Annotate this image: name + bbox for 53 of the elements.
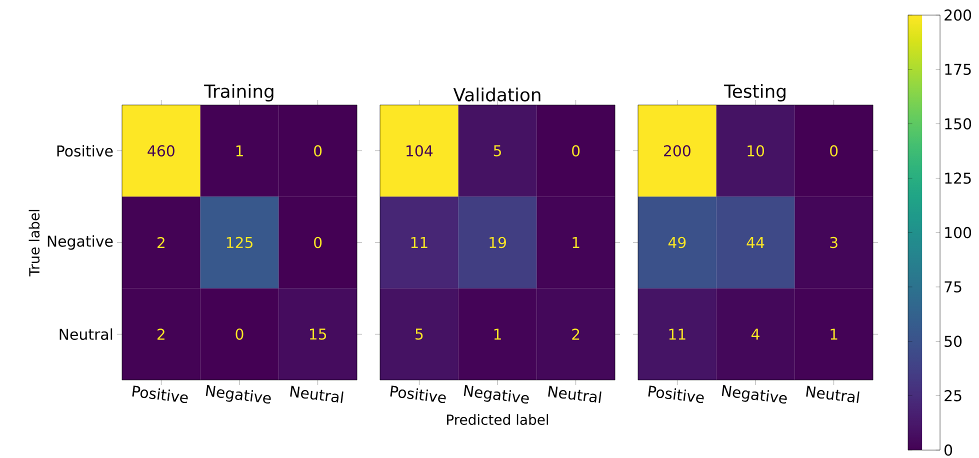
x-tick-label: Negative (464, 385, 529, 404)
data-label: 4 (751, 328, 760, 340)
data-label: 2 (572, 328, 580, 340)
color-bar-label: 50 (944, 336, 962, 347)
color-bar-label: 25 (944, 390, 962, 402)
chart-title: Testing (724, 84, 786, 102)
data-label: 1 (572, 237, 580, 248)
y-tick-label: Positive (57, 145, 113, 157)
x-tick-label: Neutral (806, 386, 860, 403)
color-bar-label: 200 (944, 9, 972, 21)
x-axis-title: Predicted label (447, 414, 548, 425)
x-tick-label: Positive (648, 386, 704, 404)
data-label: 0 (236, 328, 244, 340)
data-label: 19 (490, 236, 506, 248)
data-label: 1 (830, 328, 838, 340)
chart-title: Validation (453, 88, 540, 102)
data-label: 200 (664, 145, 690, 156)
data-label: 10 (748, 145, 764, 156)
y-tick-label: Negative (48, 235, 113, 250)
color-bar-label: 175 (945, 64, 971, 75)
data-label: 125 (226, 236, 252, 248)
data-label: 460 (148, 145, 174, 156)
data-label: 0 (572, 145, 580, 156)
data-label: 5 (494, 145, 501, 156)
color-bar-label: 100 (945, 226, 972, 238)
data-label: 2 (158, 236, 164, 248)
data-label: 2 (158, 328, 164, 340)
x-tick-label: Negative (722, 385, 787, 404)
x-tick-label: Neutral (548, 386, 602, 403)
x-tick-label: Neutral (290, 386, 344, 403)
data-label: 104 (406, 145, 433, 156)
x-tick-label: Negative (206, 385, 271, 404)
color-bar-label: 0 (944, 444, 952, 456)
data-label: 0 (314, 236, 322, 248)
data-label: 11 (669, 328, 686, 340)
data-label: 0 (830, 145, 838, 156)
data-label: 0 (314, 145, 322, 156)
color-bar-label: 75 (944, 281, 962, 292)
x-tick-label: Positive (132, 386, 188, 404)
y-axis-title: True label (28, 210, 40, 276)
data-label: 3 (830, 236, 838, 248)
data-label: 44 (746, 237, 764, 248)
color-bar-label: 150 (945, 118, 972, 130)
y-tick-label: Neutral (60, 328, 112, 340)
data-label: 49 (668, 236, 686, 248)
data-label: 11 (411, 237, 428, 248)
chart-title: Training (204, 84, 274, 102)
color-bar-label: 125 (945, 172, 971, 184)
data-label: 15 (310, 328, 326, 340)
data-label: 5 (416, 328, 423, 340)
x-tick-label: Positive (390, 386, 446, 404)
data-label: 1 (494, 328, 501, 340)
data-label: 1 (236, 145, 243, 156)
